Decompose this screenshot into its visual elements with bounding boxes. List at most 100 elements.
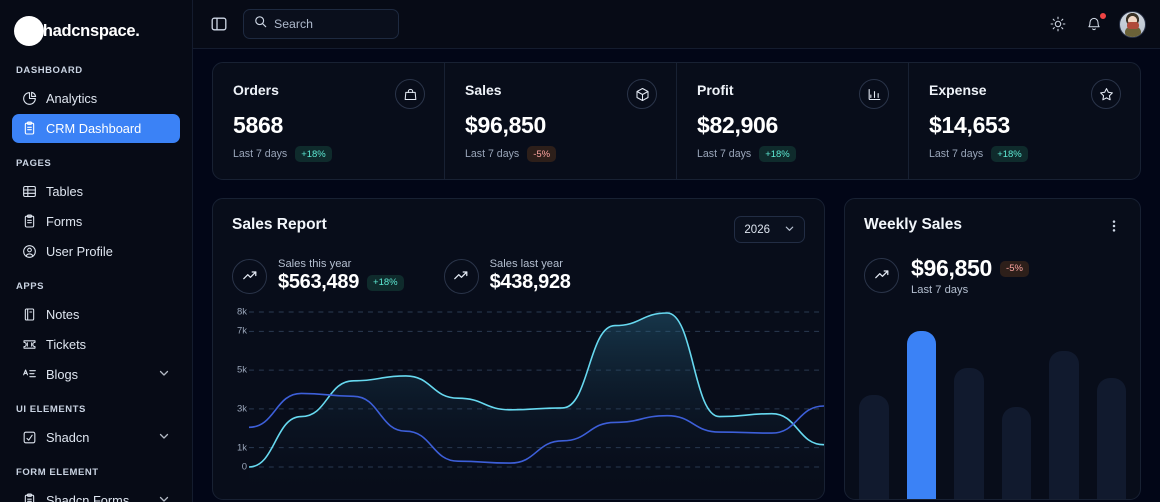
y-axis-tick: 7k [236, 325, 247, 337]
sales-kpi-text: Sales last year $438,928 [490, 258, 571, 294]
bar-1[interactable] [859, 394, 889, 499]
sales-kpi-value: $438,928 [489, 271, 571, 293]
brand[interactable]: shadcnspace. [0, 0, 192, 50]
sidebar-section: DASHBOARD Analytics CRM Dashboard [0, 56, 192, 143]
stat-card-sales: Sales $96,850 Last 7 days -5% [445, 63, 677, 179]
sidebar-section-label: DASHBOARD [16, 65, 83, 76]
bar-3[interactable] [954, 367, 984, 499]
chevron-down-icon[interactable] [158, 430, 170, 445]
sidebar-item-forms[interactable]: Forms [12, 207, 180, 236]
sales-kpi-label: Sales last year [489, 258, 563, 270]
trend-up-icon [864, 257, 899, 293]
y-axis-tick: 0 [241, 461, 247, 473]
form-icon [22, 493, 37, 502]
sales-kpi: Sales last year $438,928 [443, 258, 571, 294]
check-square-icon [22, 430, 37, 445]
weekly-sales-value: $96,850 [911, 255, 993, 281]
stat-title: Orders [233, 82, 279, 98]
sidebar-item-label: Analytics [46, 91, 98, 106]
bar-5[interactable] [1049, 351, 1079, 499]
sidebar-item-label: Blogs [46, 367, 79, 382]
y-axis-tick: 1k [236, 442, 247, 454]
more-vertical-icon[interactable] [1107, 216, 1121, 233]
box-icon[interactable] [627, 79, 657, 109]
stat-footer: Last 7 days -5% [465, 146, 656, 162]
sidebar-item-shadcn[interactable]: Shadcn [12, 423, 180, 452]
sidebar-item-label: Shadcn Forms [46, 493, 130, 502]
sidebar-item-label: CRM Dashboard [46, 121, 142, 136]
trend-up-icon [232, 258, 267, 294]
chart-plot-area [249, 304, 824, 484]
notebook-icon [22, 307, 37, 322]
sidebar-item-tables[interactable]: Tables [12, 177, 180, 206]
bell-icon[interactable] [1083, 12, 1107, 35]
stat-subtitle: Last 7 days [233, 148, 288, 160]
ticket-icon [22, 337, 37, 352]
area-fill [249, 313, 824, 484]
line-series-cyan [249, 312, 824, 468]
user-circle-icon [22, 244, 37, 259]
stat-card-orders: Orders 5868 Last 7 days +18% [213, 63, 445, 179]
sidebar-item-blogs[interactable]: Blogs [12, 360, 180, 389]
sidebar-item-label: Forms [46, 214, 83, 229]
sidebar-toggle-icon[interactable] [206, 11, 232, 37]
brand-name: shadcnspace. [34, 21, 140, 40]
sales-kpi: Sales this year $563,489 +18% [232, 258, 404, 294]
stat-value: $14,653 [929, 112, 1011, 138]
y-axis-tick: 3k [236, 403, 247, 415]
sidebar-item-analytics[interactable]: Analytics [12, 84, 180, 113]
line-series-blue [249, 392, 824, 464]
stat-subtitle: Last 7 days [465, 148, 520, 160]
search-icon [254, 15, 267, 33]
sidebar-section: FORM ELEMENT Shadcn Forms [0, 458, 192, 502]
sales-kpi-row: $438,928 [490, 271, 571, 294]
chevron-down-icon[interactable] [158, 367, 170, 382]
stat-title: Sales [465, 82, 502, 98]
weekly-sales-kpi: $96,850 -5% Last 7 days [845, 234, 1140, 296]
table-icon [22, 184, 37, 199]
sales-kpi-text: Sales this year $563,489 +18% [278, 258, 404, 294]
sidebar-item-label: Tables [46, 184, 83, 199]
sidebar-item-shadcn-forms[interactable]: Shadcn Forms [12, 486, 180, 502]
sidebar-item-notes[interactable]: Notes [12, 300, 180, 329]
stat-footer: Last 7 days +18% [233, 146, 424, 162]
stat-subtitle: Last 7 days [697, 148, 752, 160]
sidebar-section-label: UI ELEMENTS [16, 404, 86, 415]
stat-value: 5868 [233, 112, 283, 138]
year-select[interactable]: 2026 [734, 216, 805, 243]
stat-footer: Last 7 days +18% [929, 146, 1120, 162]
sidebar-item-label: Shadcn [46, 430, 90, 445]
weekly-sales-subtitle: Last 7 days [911, 284, 969, 296]
status-badge: +18% [295, 146, 332, 162]
year-select-value: 2026 [744, 223, 770, 236]
sidebar-item-tickets[interactable]: Tickets [12, 330, 180, 359]
notification-badge [1099, 12, 1107, 20]
sales-kpi-value: $563,489 [278, 271, 360, 293]
sidebar-item-user-profile[interactable]: User Profile [12, 237, 180, 266]
avatar[interactable] [1119, 10, 1146, 38]
chevron-down-icon[interactable] [158, 493, 170, 502]
weekly-sales-title: Weekly Sales [864, 216, 962, 233]
charts-row: Sales Report 2026 Sales this year $563,48… [212, 198, 1141, 500]
weekly-value-row: $96,850 -5% [911, 255, 1029, 282]
topbar: Search [193, 0, 1160, 49]
shopping-bag-icon[interactable] [395, 79, 425, 109]
star-icon[interactable] [1091, 79, 1121, 109]
sun-icon[interactable] [1047, 13, 1069, 35]
y-axis-tick: 5k [236, 364, 247, 376]
sales-kpi-label: Sales this year [278, 258, 352, 270]
bar-chart-icon[interactable] [859, 79, 889, 109]
sidebar-item-crm-dashboard[interactable]: CRM Dashboard [12, 114, 180, 143]
bar-6[interactable] [1096, 378, 1126, 499]
topbar-actions [1047, 10, 1146, 38]
bar-4[interactable] [1001, 406, 1031, 499]
sidebar: shadcnspace. DASHBOARD Analytics CRM Dashb… [0, 0, 193, 502]
text-list-icon [22, 367, 37, 382]
sidebar-section: APPS Notes Tickets Blogs [0, 272, 192, 389]
stat-card-expense: Expense $14,653 Last 7 days +18% [909, 63, 1140, 179]
search-input[interactable]: Search [243, 9, 399, 39]
bar-2[interactable] [906, 331, 936, 499]
stat-card-profit: Profit $82,906 Last 7 days +18% [677, 63, 909, 179]
stats-card-group: Orders 5868 Last 7 days +18% Sales $96,850 Las… [212, 62, 1141, 180]
